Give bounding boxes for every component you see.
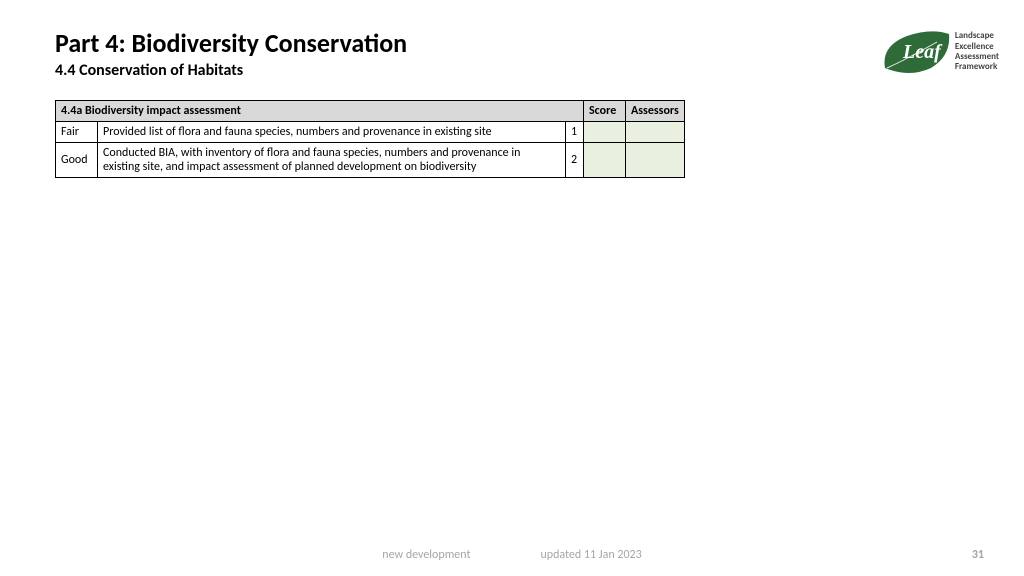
footer: new development updated 11 Jan 2023 31 — [0, 548, 1024, 562]
rating-cell: Good — [56, 143, 98, 178]
table-header-row: 4.4a Biodiversity impact assessment Scor… — [56, 101, 685, 122]
logo-tagline: Landscape Excellence Assessment Framewor… — [955, 31, 999, 72]
footer-right-text: updated 11 Jan 2023 — [540, 548, 641, 562]
page-title: Part 4: Biodiversity Conservation — [55, 28, 879, 59]
rating-cell: Fair — [56, 122, 98, 143]
num-cell: 2 — [566, 143, 584, 178]
table-row: Good Conducted BIA, with inventory of fl… — [56, 143, 685, 178]
svg-text:Leaf: Leaf — [902, 41, 943, 63]
score-cell — [584, 122, 626, 143]
leaf-icon: Leaf — [879, 28, 951, 76]
table-row: Fair Provided list of flora and fauna sp… — [56, 122, 685, 143]
main-content: 4.4a Biodiversity impact assessment Scor… — [0, 80, 1024, 178]
assessment-table: 4.4a Biodiversity impact assessment Scor… — [55, 100, 685, 178]
desc-cell: Conducted BIA, with inventory of flora a… — [98, 143, 566, 178]
footer-center: new development updated 11 Jan 2023 — [382, 548, 641, 562]
page-number: 31 — [972, 548, 984, 562]
page-subtitle: 4.4 Conservation of Habitats — [55, 61, 879, 80]
assessors-header: Assessors — [626, 101, 685, 122]
header: Part 4: Biodiversity Conservation 4.4 Co… — [0, 0, 1024, 80]
num-cell: 1 — [566, 122, 584, 143]
assessors-cell — [626, 143, 685, 178]
score-header: Score — [584, 101, 626, 122]
footer-left-text: new development — [382, 548, 470, 562]
desc-cell: Provided list of flora and fauna species… — [98, 122, 566, 143]
criterion-header: 4.4a Biodiversity impact assessment — [56, 101, 584, 122]
title-block: Part 4: Biodiversity Conservation 4.4 Co… — [55, 28, 879, 80]
logo-tag-line: Framework — [955, 62, 999, 72]
assessors-cell — [626, 122, 685, 143]
logo: Leaf Landscape Excellence Assessment Fra… — [879, 28, 999, 76]
score-cell — [584, 143, 626, 178]
